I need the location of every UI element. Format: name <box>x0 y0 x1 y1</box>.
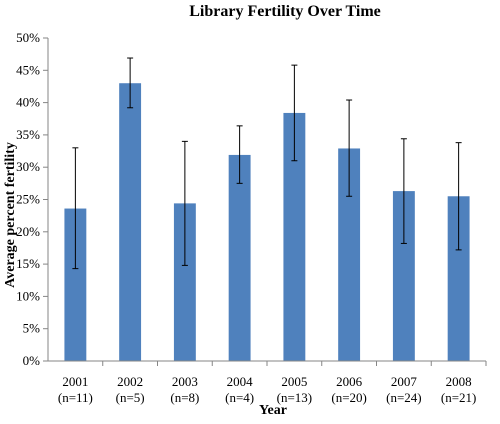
bar <box>283 112 306 361</box>
x-tick-sublabel: (n=24) <box>386 390 422 405</box>
y-tick-label: 5% <box>23 321 41 336</box>
bar <box>447 196 470 361</box>
x-tick-label: 2006 <box>336 374 363 389</box>
bar <box>119 83 142 361</box>
y-tick-label: 30% <box>16 159 40 174</box>
y-tick-label: 20% <box>16 224 40 239</box>
y-tick-label: 15% <box>16 256 40 271</box>
x-tick-label: 2008 <box>446 374 472 389</box>
y-axis-title: Average percent fertility <box>3 142 18 288</box>
x-tick-label: 2003 <box>172 374 198 389</box>
error-bars-group <box>72 57 462 270</box>
x-tick-sublabel: (n=20) <box>331 390 367 405</box>
bar <box>338 148 361 361</box>
y-axis-ticks: 0% 5% 10% 15% 20% 25% 30% 35% 40% 45% 50% <box>16 30 48 368</box>
x-tick-sublabel: (n=5) <box>116 390 145 405</box>
x-tick-sublabel: (n=4) <box>225 390 254 405</box>
x-tick-sublabel: (n=8) <box>170 390 199 405</box>
y-tick-label: 40% <box>16 95 40 110</box>
x-axis-title: Year <box>259 403 287 418</box>
x-tick-label: 2002 <box>117 374 143 389</box>
bar <box>392 191 415 361</box>
y-tick-label: 0% <box>23 353 41 368</box>
chart-title: Library Fertility Over Time <box>189 3 381 20</box>
bar <box>64 208 87 361</box>
x-tick-label: 2007 <box>391 374 418 389</box>
y-tick-label: 45% <box>16 62 40 77</box>
x-axis-labels: 2001(n=11) 2002(n=5) 2003(n=8) 2004(n=4) 200… <box>58 361 487 405</box>
bar <box>173 203 196 361</box>
bars-group <box>64 83 470 361</box>
x-tick-sublabel: (n=11) <box>58 390 93 405</box>
x-tick-label: 2004 <box>227 374 254 389</box>
x-tick-sublabel: (n=13) <box>277 390 313 405</box>
x-tick-sublabel: (n=21) <box>441 390 477 405</box>
y-tick-label: 35% <box>16 127 40 142</box>
y-tick-label: 25% <box>16 192 40 207</box>
bar <box>228 154 251 361</box>
y-tick-label: 10% <box>16 288 40 303</box>
y-tick-label: 50% <box>16 30 40 45</box>
x-tick-label: 2005 <box>281 374 307 389</box>
x-tick-label: 2001 <box>62 374 88 389</box>
